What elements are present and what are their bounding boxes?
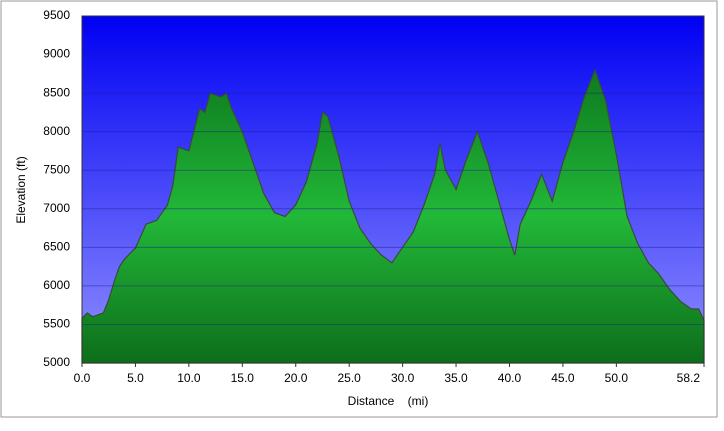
y-tick-label: 6000 xyxy=(43,278,70,292)
x-tick-label: 5.0 xyxy=(127,371,144,385)
x-tick-label: 10.0 xyxy=(177,371,201,385)
y-tick-label: 6500 xyxy=(43,240,70,254)
x-tick-label: 58.2 xyxy=(677,371,701,385)
x-tick-label: 0.0 xyxy=(74,371,91,385)
area xyxy=(81,68,705,364)
y-tick-label: 5500 xyxy=(43,317,70,331)
y-tick-label: 7500 xyxy=(43,162,70,176)
x-tick-label: 50.0 xyxy=(605,371,629,385)
y-tick-label: 9000 xyxy=(43,47,70,61)
y-tick-label: 7000 xyxy=(43,201,70,215)
x-tick-label: 30.0 xyxy=(391,371,415,385)
x-tick-label: 40.0 xyxy=(498,371,522,385)
y-tick-label: 8000 xyxy=(43,124,70,138)
x-tick-label: 45.0 xyxy=(551,371,575,385)
x-tick-label: 25.0 xyxy=(338,371,362,385)
plot-border xyxy=(81,15,705,364)
y-tick-label: 9500 xyxy=(43,8,70,22)
y-tick-label: 5000 xyxy=(43,355,70,369)
y-tick-label: 8500 xyxy=(43,85,70,99)
x-tick-label: 35.0 xyxy=(444,371,468,385)
x-tick-label: 20.0 xyxy=(284,371,308,385)
x-tick-label: 15.0 xyxy=(231,371,255,385)
y-axis-label: Elevation (ft) xyxy=(14,156,28,223)
x-axis-label: Distance (mi) xyxy=(348,394,429,408)
